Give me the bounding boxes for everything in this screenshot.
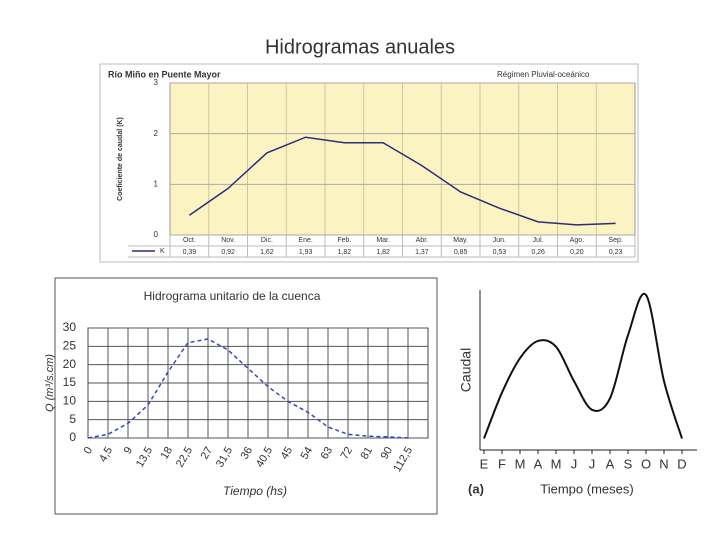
- y-axis-label: Caudal: [458, 348, 474, 392]
- x-axis-label: Tiempo (meses): [540, 481, 633, 496]
- y-tick-label: 30: [63, 320, 77, 334]
- line: [483, 292, 683, 439]
- line: [188, 136, 616, 226]
- x-tick-label: Nov.: [221, 237, 235, 244]
- x-tick-label: D: [677, 456, 686, 471]
- x-tick-label: F: [498, 456, 506, 471]
- y-tick-label: 3: [154, 78, 159, 87]
- y-axis-label: Q (m³/s.cm): [44, 354, 56, 412]
- x-tick-label: 90: [379, 445, 396, 462]
- x-tick-label: 27: [199, 445, 216, 462]
- x-tick-label: M: [515, 456, 526, 471]
- chart-title: Hidrograma unitario de la cuenca: [144, 289, 321, 303]
- y-tick-label: 15: [63, 375, 77, 389]
- y-tick-label: 5: [69, 412, 76, 426]
- data-label: 0,26: [531, 249, 545, 256]
- y-tick-label: 0: [69, 430, 76, 444]
- x-tick-label: 81: [359, 445, 376, 462]
- data-label: 1,82: [338, 249, 352, 256]
- legend-label: K: [160, 248, 165, 255]
- x-tick-label: Ene.: [298, 237, 312, 244]
- x-tick-label: Jun.: [493, 237, 506, 244]
- x-tick-label: 54: [299, 445, 316, 462]
- y-tick-label: 1: [154, 179, 159, 188]
- x-tick-label: E: [480, 456, 489, 471]
- data-label: 0,20: [570, 249, 584, 256]
- x-tick-label: Mar.: [376, 237, 390, 244]
- x-tick-label: M: [551, 456, 562, 471]
- chart-subtitle: Régimen Pluvial-oceánico: [497, 70, 590, 79]
- x-tick-label: Ago.: [570, 237, 584, 244]
- chart-title: Río Miño en Puente Mayor: [108, 69, 221, 79]
- data-label: 0,85: [454, 249, 468, 256]
- x-tick-label: N: [659, 456, 668, 471]
- x-tick-label: J: [589, 456, 596, 471]
- y-tick-label: 2: [154, 129, 159, 138]
- y-tick-label: 0: [154, 230, 159, 239]
- y-axis-label: Coeficiente de caudal (K): [117, 117, 124, 201]
- x-tick-label: S: [624, 456, 633, 471]
- x-tick-label: May.: [453, 237, 468, 244]
- data-label: 1,62: [260, 249, 274, 256]
- x-tick-label: 72: [339, 445, 356, 462]
- y-tick-label: 25: [63, 339, 77, 353]
- data-label: 1,93: [299, 249, 313, 256]
- slide-title: Hidrogramas anuales: [265, 36, 455, 58]
- x-axis-label: Tiempo (hs): [223, 484, 287, 498]
- x-tick-label: J: [571, 456, 578, 471]
- x-tick-label: O: [641, 456, 651, 471]
- data-label: 0,53: [493, 249, 507, 256]
- data-label: 1,82: [376, 249, 390, 256]
- x-tick-label: 36: [239, 445, 256, 462]
- data-label: 0,39: [183, 249, 197, 256]
- x-tick-label: A: [606, 456, 615, 471]
- x-tick-label: 63: [319, 445, 336, 462]
- x-tick-label: Oct.: [183, 237, 196, 244]
- x-tick-label: Feb.: [337, 237, 351, 244]
- y-tick-label: 20: [63, 357, 77, 371]
- x-tick-label: Sep.: [608, 237, 622, 244]
- x-tick-label: A: [534, 456, 543, 471]
- data-label: 0,23: [609, 249, 623, 256]
- x-tick-label: Abr.: [416, 237, 429, 244]
- data-label: 1,37: [415, 249, 429, 256]
- x-tick-label: 9: [122, 445, 135, 456]
- x-tick-label: 0: [82, 445, 95, 456]
- data-label: 0,92: [221, 249, 235, 256]
- annotation: (a): [468, 481, 484, 496]
- x-tick-label: Dic.: [261, 237, 273, 244]
- x-tick-label: Jul.: [533, 237, 544, 244]
- x-tick-label: 18: [159, 445, 176, 462]
- y-tick-label: 10: [63, 394, 77, 408]
- x-tick-label: 45: [279, 445, 296, 462]
